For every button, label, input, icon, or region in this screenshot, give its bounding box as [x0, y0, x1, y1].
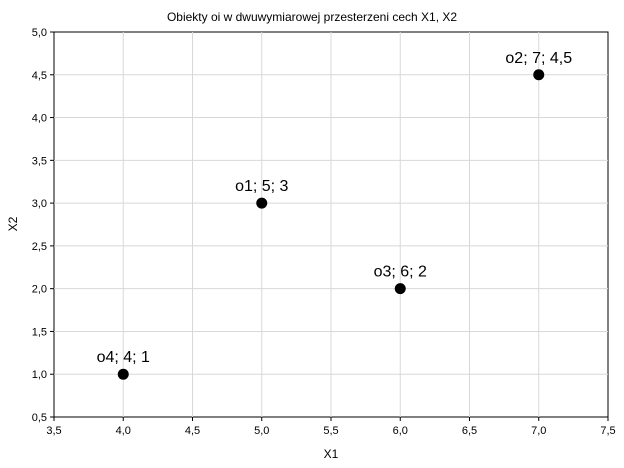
data-point-label: o3; 6; 2 [374, 264, 427, 281]
y-tick-label: 5,0 [32, 27, 47, 39]
y-tick-label: 0,5 [32, 412, 47, 424]
x-tick-label: 7,5 [600, 425, 615, 437]
data-point [533, 69, 545, 81]
x-tick-label: 5,0 [254, 425, 269, 437]
data-point-label: o2; 7; 4,5 [505, 50, 572, 67]
data-points: o1; 5; 3 o2; 7; 4,5 o3; 6; 2 o4; 4; 1 [97, 50, 572, 380]
y-tick-label: 2,5 [32, 241, 47, 253]
data-point [394, 283, 406, 295]
grid-lines [54, 32, 608, 417]
chart-title: Obiekty oi w dwuwymiarowej przesterzeni … [167, 10, 457, 24]
y-tick-label: 3,0 [32, 198, 47, 210]
axis-ticks: 3,5 4,0 4,5 5,0 5,5 6,0 6,5 7,0 7,5 0,5 1,0 1,5 2,0 2… [32, 27, 616, 437]
x-tick-label: 6,5 [462, 425, 477, 437]
x-tick-label: 7,0 [531, 425, 546, 437]
y-tick-label: 3,5 [32, 155, 47, 167]
y-tick-label: 2,0 [32, 284, 47, 296]
data-point [117, 368, 129, 380]
x-tick-label: 4,0 [116, 425, 131, 437]
y-tick-label: 1,0 [32, 369, 47, 381]
data-point-label: o4; 4; 1 [97, 349, 150, 366]
x-tick-label: 4,5 [185, 425, 200, 437]
x-tick-label: 5,5 [323, 425, 338, 437]
x-tick-label: 3,5 [46, 425, 61, 437]
x-tick-label: 6,0 [393, 425, 408, 437]
data-point-label: o1; 5; 3 [235, 178, 288, 195]
y-tick-label: 4,5 [32, 70, 47, 82]
x-axis-label: X1 [324, 447, 339, 461]
data-point [256, 197, 268, 209]
y-tick-label: 1,5 [32, 326, 47, 338]
y-tick-label: 4,0 [32, 113, 47, 125]
y-axis-label: X2 [6, 216, 20, 231]
